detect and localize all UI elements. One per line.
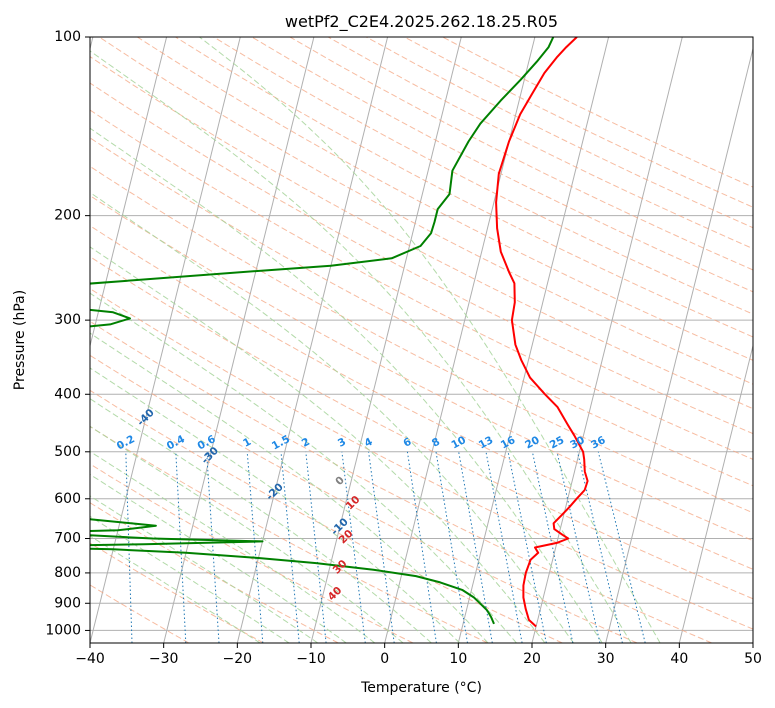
dry-adiabat-line	[213, 37, 753, 315]
y-axis-label: Pressure (hPa)	[12, 290, 28, 390]
isotherm-line	[310, 37, 462, 643]
x-tick-label: −30	[149, 651, 179, 667]
dry-adiabat-line	[90, 542, 264, 643]
y-tick-label: 700	[54, 531, 81, 547]
dry-adiabat-line	[90, 109, 753, 460]
dry-adiabat-line	[90, 425, 488, 643]
dry-adiabat-line	[137, 37, 753, 361]
y-tick-label: 200	[54, 208, 81, 224]
y-tick-label: 300	[54, 312, 81, 328]
mixing-ratio-line	[507, 451, 547, 643]
mixing-ratio-line	[305, 451, 327, 643]
mixing-ratio-line	[597, 451, 646, 643]
moist-adiabat-line	[90, 425, 404, 643]
isotherm-line	[163, 37, 315, 643]
dry-adiabat-line	[90, 288, 753, 630]
plot-frame	[89, 36, 754, 644]
x-tick-label: 0	[380, 651, 389, 667]
mixing-ratio-line	[280, 451, 300, 643]
moist-adiabat-line	[90, 292, 517, 643]
y-tick-label: 900	[54, 595, 81, 611]
moist-adiabat-line	[90, 127, 603, 643]
moist-adiabat-lines	[90, 37, 661, 643]
y-tick-label: 500	[54, 444, 81, 460]
mixing-ratio-line	[406, 451, 437, 643]
y-tick-label: 800	[54, 565, 81, 581]
isotherm-lines	[90, 37, 753, 643]
dry-adiabat-line	[90, 389, 563, 643]
profile-line	[90, 37, 555, 625]
moist-adiabat-line	[90, 515, 290, 643]
mixing-ratio-line	[485, 451, 523, 643]
moist-adiabat-line	[90, 246, 546, 643]
moist-adiabat-line	[90, 332, 489, 643]
moist-adiabat-line	[90, 450, 376, 643]
x-tick-label: 20	[523, 651, 541, 667]
moist-adiabat-line	[90, 50, 632, 643]
x-axis-label: Temperature (°C)	[360, 680, 482, 696]
mixing-ratio-line	[531, 451, 574, 643]
chart-title: wetPf2_C2E4.2025.262.18.25.R05	[285, 12, 558, 32]
dry-adiabat-line	[90, 225, 753, 570]
x-tick-label: −10	[296, 651, 326, 667]
x-tick-label: 30	[597, 651, 615, 667]
x-axis-ticks: −40 −30 −20 −10 0 10 20 30 40 50	[75, 643, 762, 667]
mixing-ratio-line	[577, 451, 623, 643]
x-tick-label: 40	[670, 651, 688, 667]
moist-adiabat-line	[90, 473, 347, 643]
dry-adiabat-line	[90, 55, 753, 410]
isotherm-line	[605, 46, 753, 643]
pressure-gridlines	[90, 37, 753, 631]
moist-adiabat-line	[90, 367, 461, 643]
mixing-ratio-line	[341, 451, 366, 643]
isotherm-line	[678, 343, 753, 643]
x-tick-label: 50	[744, 651, 762, 667]
isotherm-line	[457, 37, 610, 643]
dry-adiabat-line	[175, 37, 753, 338]
mixing-ratio-line	[368, 451, 395, 643]
mixing-ratio-line	[556, 451, 601, 643]
x-tick-label: −20	[223, 651, 253, 667]
dry-adiabat-line	[90, 320, 712, 643]
profile-line	[495, 37, 589, 628]
mixing-ratio-line	[435, 451, 468, 643]
isotherm-line	[90, 37, 168, 348]
dry-adiabat-line	[90, 256, 753, 600]
moist-adiabat-line	[90, 495, 319, 643]
plot-area	[90, 37, 753, 643]
dry-adiabat-line	[251, 37, 753, 293]
x-tick-label: 10	[449, 651, 467, 667]
x-tick-label: −40	[75, 651, 105, 667]
dry-adiabat-lines	[90, 37, 753, 643]
moist-adiabat-line	[90, 398, 432, 643]
y-tick-label: 600	[54, 491, 81, 507]
profile-series	[90, 37, 589, 628]
y-tick-label: 100	[54, 29, 81, 45]
dry-adiabat-line	[90, 584, 190, 643]
y-tick-label: 400	[54, 386, 81, 402]
dry-adiabat-line	[90, 165, 753, 514]
isotherm-line	[90, 37, 241, 643]
moist-adiabat-line	[199, 37, 661, 643]
y-axis-ticks: 100 200 300 400 500 600 700 800 900 1000	[45, 29, 90, 638]
dry-adiabat-line	[90, 195, 753, 542]
dry-adiabat-line	[90, 463, 414, 643]
y-tick-label: 1000	[45, 622, 81, 638]
moist-adiabat-line	[90, 191, 574, 643]
